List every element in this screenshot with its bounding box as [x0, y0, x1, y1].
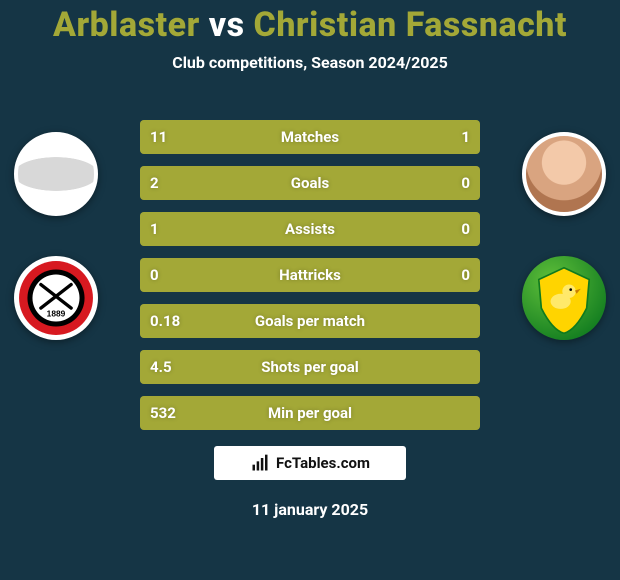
stat-label: Goals	[140, 166, 480, 200]
stat-label: Matches	[140, 120, 480, 154]
stat-row: 111Matches	[140, 120, 480, 154]
norwich-city-icon	[522, 256, 606, 340]
stat-row: 0.18Goals per match	[140, 304, 480, 338]
stat-label: Goals per match	[140, 304, 480, 338]
stat-label: Min per goal	[140, 396, 480, 430]
stat-label: Hattricks	[140, 258, 480, 292]
stat-row: 10Assists	[140, 212, 480, 246]
stat-row: 00Hattricks	[140, 258, 480, 292]
title-player-2: Christian Fassnacht	[254, 5, 567, 45]
player-right-avatar	[522, 132, 606, 216]
comparison-date: 11 january 2025	[0, 500, 620, 519]
club-right-badge	[522, 256, 606, 340]
title-vs: vs	[200, 5, 254, 45]
comparison-subtitle: Club competitions, Season 2024/2025	[0, 53, 620, 72]
attribution-badge[interactable]: FcTables.com	[214, 446, 406, 480]
title-player-1: Arblaster	[53, 5, 200, 45]
stat-row: 532Min per goal	[140, 396, 480, 430]
stat-label: Assists	[140, 212, 480, 246]
chart-icon	[250, 453, 270, 473]
player-left-avatar	[14, 132, 98, 216]
attribution-text: FcTables.com	[276, 454, 370, 472]
svg-text:1889: 1889	[47, 308, 66, 318]
comparison-card: Arblaster vs Christian Fassnacht Club co…	[0, 0, 620, 580]
sheffield-united-icon: 1889	[14, 256, 98, 340]
comparison-title: Arblaster vs Christian Fassnacht	[0, 0, 620, 45]
stat-row: 20Goals	[140, 166, 480, 200]
stats-container: 111Matches 20Goals 10Assists 00Hattricks 0.1…	[140, 120, 480, 442]
club-left-badge: 1889	[14, 256, 98, 340]
stat-row: 4.5Shots per goal	[140, 350, 480, 384]
stat-label: Shots per goal	[140, 350, 480, 384]
